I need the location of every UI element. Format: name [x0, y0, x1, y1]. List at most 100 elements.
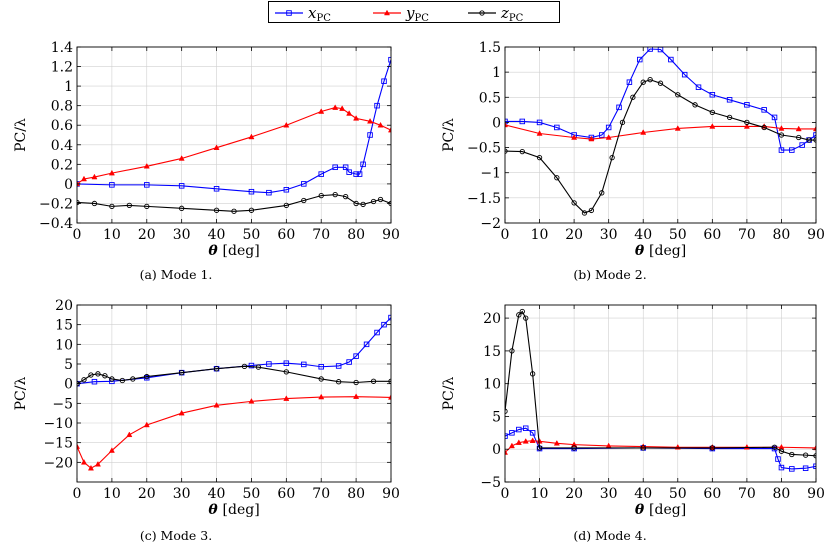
data-point-x — [516, 426, 522, 433]
data-point-z — [144, 373, 150, 380]
data-point-y — [213, 401, 220, 408]
data-point-x — [813, 463, 816, 470]
data-point-z — [377, 196, 384, 203]
axes-frame — [76, 304, 392, 483]
x-tick-label: 0 — [73, 486, 82, 502]
series-y — [505, 437, 816, 455]
y-tick-label: 0 — [492, 115, 501, 131]
series-y — [77, 104, 391, 187]
data-point-y — [529, 437, 536, 443]
data-point-z — [529, 371, 536, 377]
data-point-y — [353, 393, 360, 399]
data-point-z — [647, 77, 653, 83]
data-point-z — [523, 315, 529, 321]
data-point-z — [241, 363, 248, 370]
data-point-z — [119, 377, 126, 384]
x-tick-label: 20 — [138, 227, 156, 243]
data-point-z — [771, 444, 778, 450]
data-point-z — [360, 201, 366, 208]
data-point-x — [799, 142, 805, 148]
data-point-z — [332, 191, 338, 198]
data-point-z — [709, 445, 715, 451]
x-tick-label: 20 — [565, 486, 583, 502]
data-point-z — [761, 124, 767, 131]
data-point-x — [771, 114, 778, 121]
y-tick-label: 1.2 — [51, 60, 73, 76]
data-point-x — [109, 182, 115, 188]
data-point-y — [318, 393, 325, 400]
data-point-z — [571, 200, 577, 206]
y-tick-label: 0.2 — [51, 157, 73, 173]
x-tick-label: 90 — [382, 227, 400, 243]
x-axis-label: θ [deg] — [635, 243, 686, 259]
data-point-x — [144, 182, 150, 188]
x-tick-label: 10 — [103, 486, 121, 502]
x-axis-label: θ [deg] — [208, 243, 259, 259]
data-point-z — [581, 210, 588, 216]
legend-marker-y — [383, 9, 391, 16]
data-point-z — [283, 202, 289, 209]
x-tick-label: 70 — [312, 486, 330, 502]
data-point-y — [709, 123, 716, 129]
data-point-z — [675, 92, 681, 98]
data-point-y — [674, 125, 681, 131]
data-point-y — [346, 110, 353, 116]
x-tick-label: 80 — [773, 227, 791, 243]
y-tick-label: 1.5 — [479, 40, 501, 56]
data-point-z — [213, 207, 220, 213]
data-point-x — [599, 132, 605, 138]
x-tick-label: 90 — [807, 227, 825, 243]
x-tick-label: 30 — [600, 486, 618, 502]
data-point-x — [536, 119, 543, 126]
y-tick-label: 10 — [55, 337, 73, 353]
data-point-z — [509, 348, 515, 354]
series-line-x — [505, 427, 816, 470]
caption-mode-1: (a) Mode 1. — [139, 267, 213, 282]
data-point-y — [387, 126, 391, 133]
data-point-z — [318, 376, 324, 382]
x-tick-label: 0 — [501, 227, 510, 243]
y-tick-label: −0.2 — [39, 196, 73, 212]
data-point-z — [802, 452, 809, 458]
x-tick-label: 90 — [807, 486, 825, 502]
data-point-x — [626, 79, 633, 85]
x-tick-label: 80 — [347, 486, 365, 502]
data-point-x — [266, 189, 272, 196]
data-point-y — [743, 123, 750, 129]
x-tick-label: 60 — [703, 227, 721, 243]
series-line-z — [505, 310, 816, 457]
data-point-z — [536, 154, 543, 161]
x-tick-label: 70 — [738, 486, 756, 502]
x-tick-label: 40 — [208, 486, 226, 502]
data-point-x — [789, 466, 795, 472]
axes-frame — [504, 46, 817, 224]
data-point-z — [536, 445, 543, 451]
data-point-x — [554, 124, 560, 131]
data-point-x — [367, 132, 373, 138]
x-tick-label: 50 — [669, 486, 687, 502]
data-point-x — [91, 378, 98, 385]
x-tick-label: 10 — [531, 486, 549, 502]
data-point-x — [388, 314, 391, 321]
data-point-x — [346, 359, 352, 365]
y-tick-label: 15 — [55, 318, 73, 334]
data-point-x — [363, 341, 370, 348]
caption-mode-3: (c) Mode 3. — [139, 528, 213, 543]
data-point-y — [91, 173, 98, 180]
data-point-x — [802, 465, 809, 471]
data-point-z — [109, 376, 115, 382]
data-point-x — [388, 56, 391, 63]
y-tick-label: 15 — [483, 344, 501, 360]
data-point-y — [515, 439, 522, 445]
data-point-z — [283, 369, 289, 375]
y-tick-label: −0.4 — [39, 216, 73, 232]
legend-marker-x — [286, 10, 292, 16]
data-point-z — [778, 132, 785, 138]
x-tick-label: 40 — [634, 486, 652, 502]
data-point-z — [318, 192, 324, 199]
series-line-x — [505, 48, 816, 151]
data-point-y — [377, 121, 384, 128]
y-tick-label: −0.5 — [467, 141, 501, 157]
data-point-z — [516, 312, 522, 318]
data-point-x — [266, 361, 272, 367]
